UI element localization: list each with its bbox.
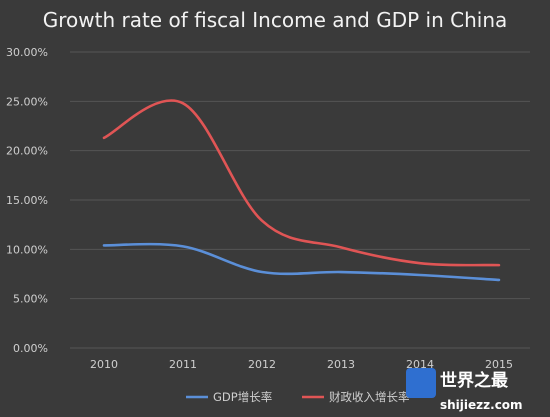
watermark-url: shijiezz.com xyxy=(440,398,523,412)
x-tick-label: 2011 xyxy=(169,358,197,371)
x-tick-label: 2013 xyxy=(327,358,355,371)
series-line-1 xyxy=(102,242,501,282)
series-line-2 xyxy=(102,99,501,267)
y-tick-label: 25.00% xyxy=(6,95,48,108)
y-tick-label: 0.00% xyxy=(13,342,48,355)
y-tick-label: 30.00% xyxy=(6,46,48,59)
y-tick-label: 10.00% xyxy=(6,243,48,256)
legend-label: GDP增长率 xyxy=(213,390,272,404)
y-tick-label: 5.00% xyxy=(13,293,48,306)
x-tick-label: 2015 xyxy=(485,358,513,371)
x-tick-label: 2010 xyxy=(90,358,118,371)
watermark-logo-icon xyxy=(406,368,436,398)
chart-title: Growth rate of fiscal Income and GDP in … xyxy=(42,8,508,32)
y-tick-label: 15.00% xyxy=(6,194,48,207)
watermark: 世界之最 shijiezz.com xyxy=(406,368,523,412)
legend-label: 财政收入增长率 xyxy=(329,390,410,404)
y-tick-label: 20.00% xyxy=(6,145,48,158)
x-tick-label: 2012 xyxy=(248,358,276,371)
x-tick-label: 2014 xyxy=(406,358,434,371)
watermark-title: 世界之最 xyxy=(440,370,509,391)
